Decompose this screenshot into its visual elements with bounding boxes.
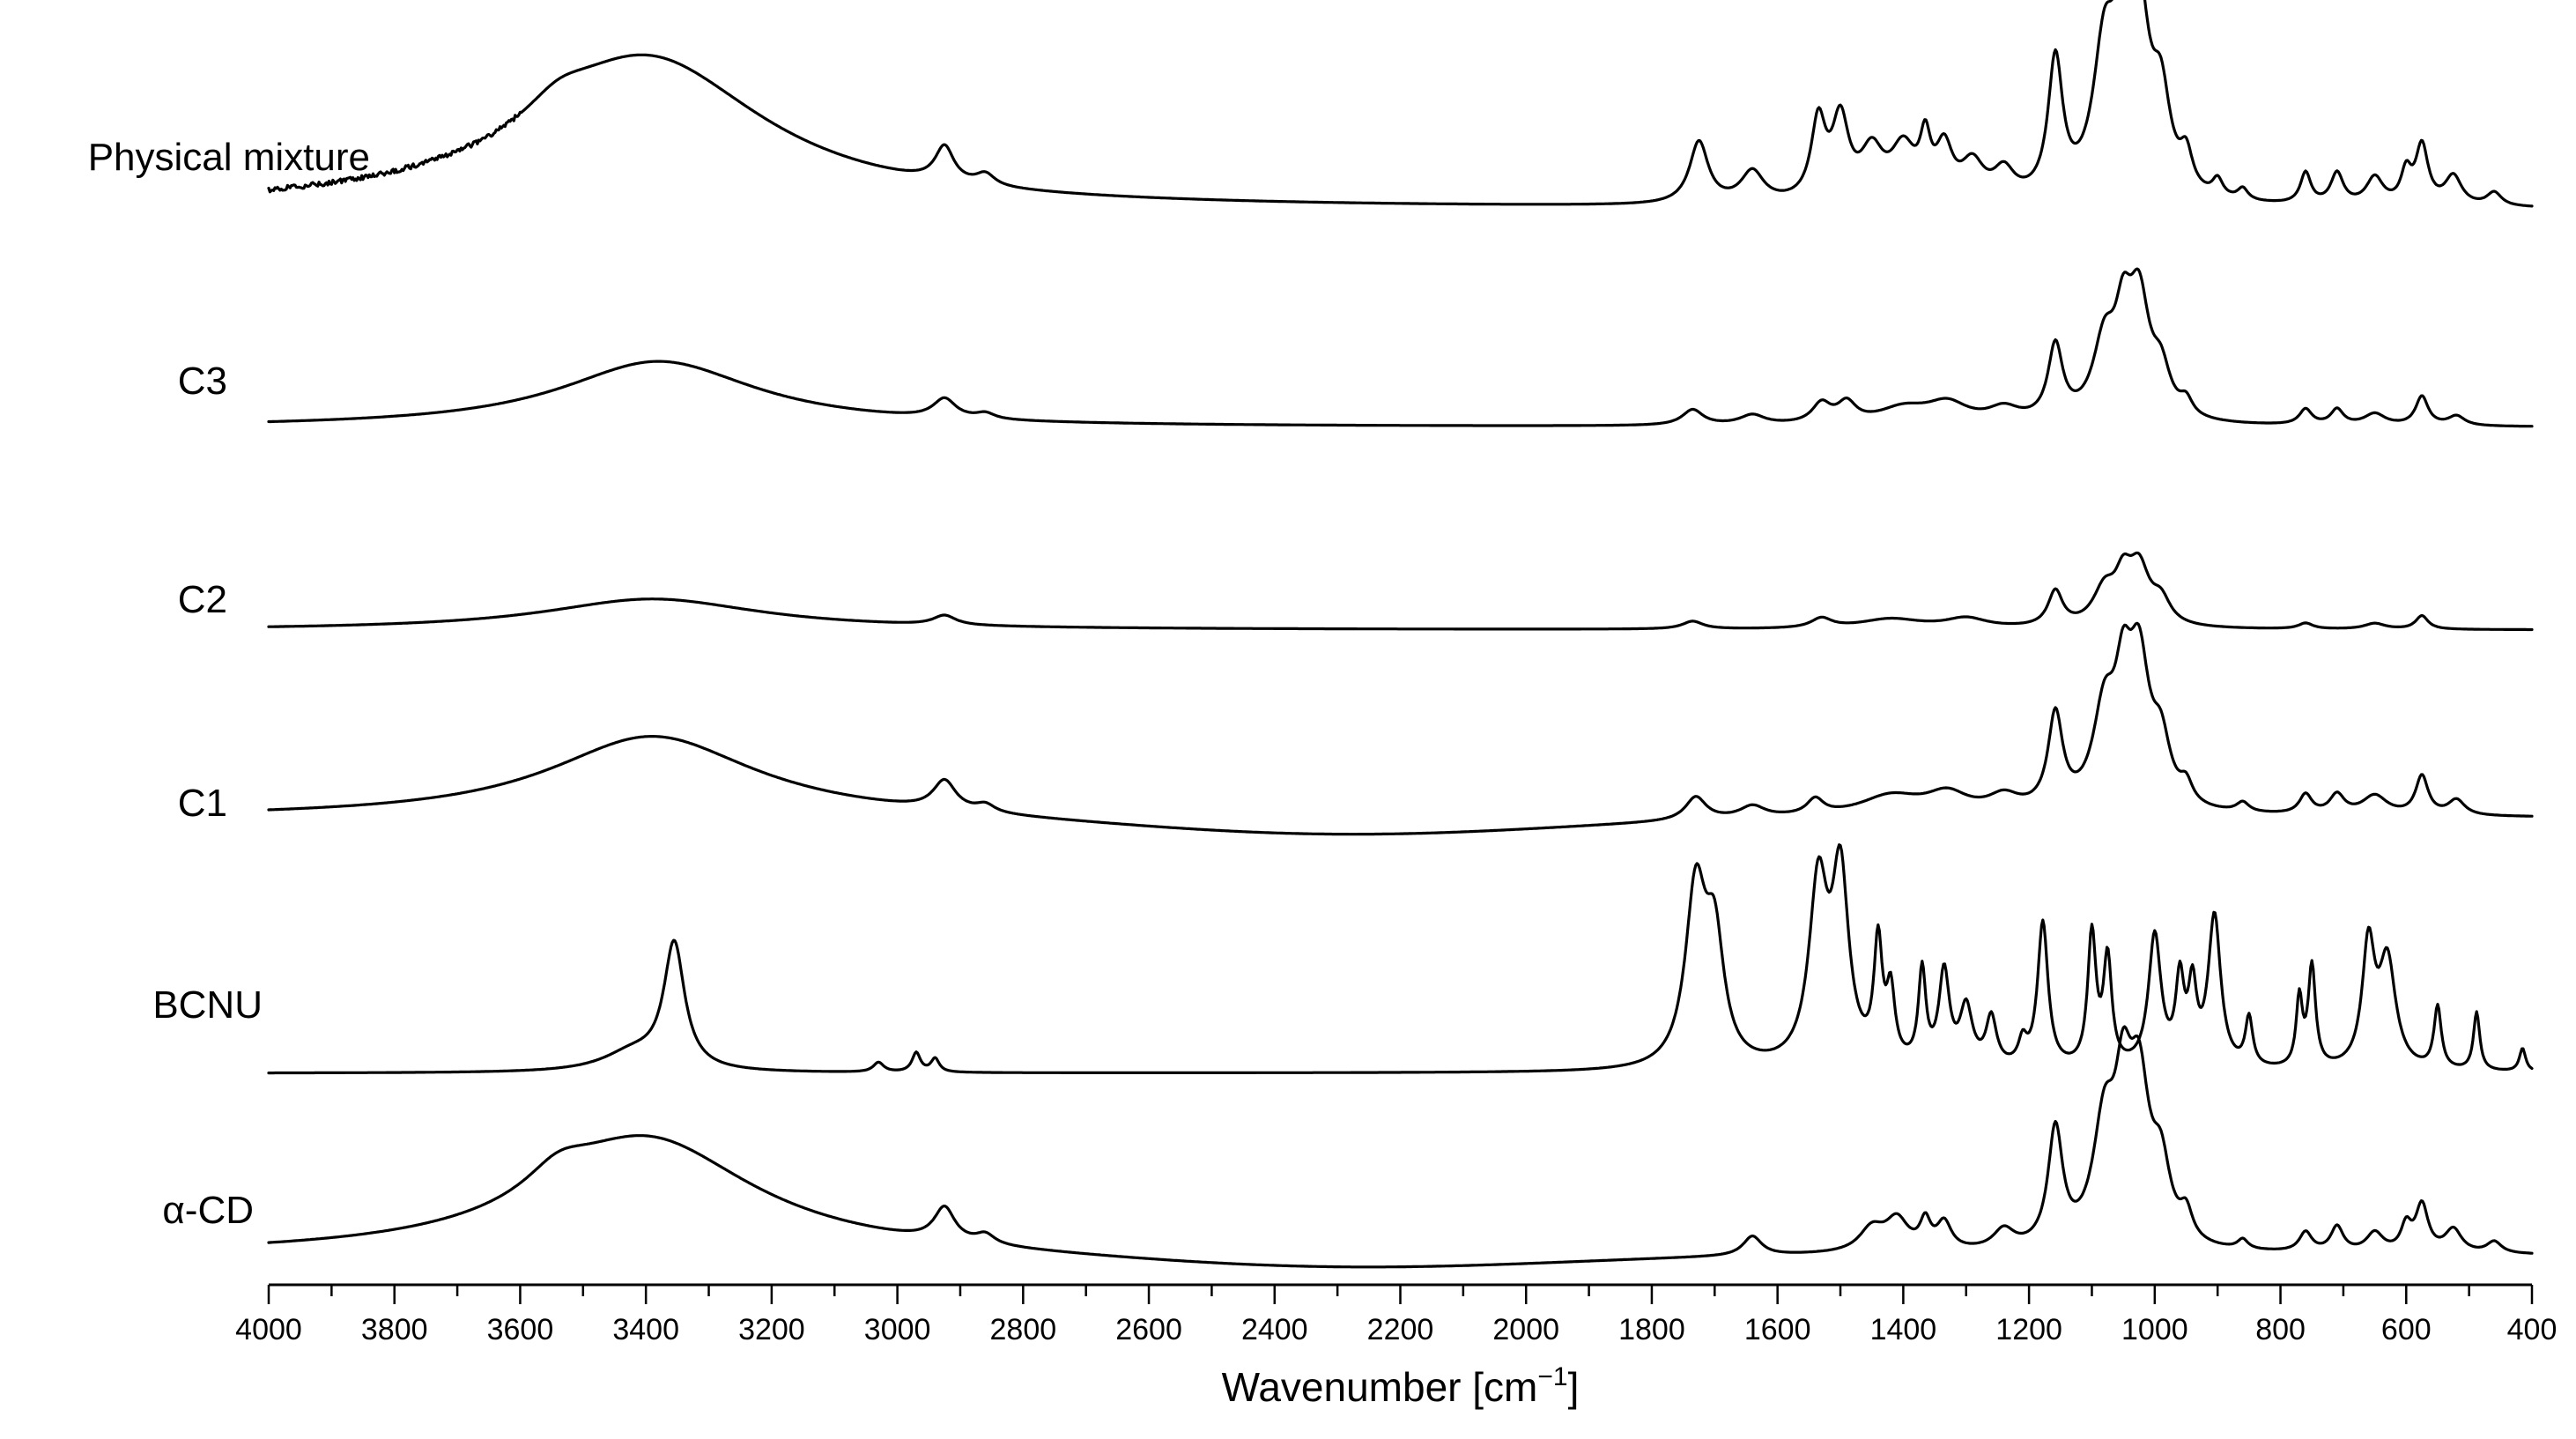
- series-line-5: [267, 843, 2534, 1075]
- x-tick-label: 1000: [2121, 1313, 2188, 1346]
- series-label-2: C3: [178, 360, 227, 403]
- x-tick-label: 3600: [487, 1313, 554, 1346]
- x-ticks: 4000 3800 3600 3400 3200 3000 2800 2600 2400 2200…: [235, 1285, 2557, 1346]
- x-axis-title-text: Wavenumber [cm: [1222, 1364, 1538, 1410]
- series-label-6: α-CD: [162, 1189, 254, 1232]
- series-line-2: [267, 267, 2534, 428]
- series-line-6: [267, 1025, 2534, 1269]
- x-tick-label: 2800: [990, 1313, 1057, 1346]
- series-labels: Physical mixture C3 C2 C1 BCNU α-CD: [88, 136, 370, 1232]
- series-line-1: [267, 0, 2534, 208]
- x-tick-label: 3400: [612, 1313, 679, 1346]
- x-tick-label: 3000: [864, 1313, 931, 1346]
- x-tick-label: 3800: [361, 1313, 428, 1346]
- x-tick-label: 2000: [1492, 1313, 1559, 1346]
- x-tick-label: 4000: [235, 1313, 302, 1346]
- x-tick-label: 800: [2255, 1313, 2306, 1346]
- x-tick-label: 1200: [1995, 1313, 2062, 1346]
- series-traces: [267, 0, 2534, 1269]
- series-line-3: [267, 551, 2534, 632]
- x-tick-label: 1400: [1870, 1313, 1937, 1346]
- series-label-5: BCNU: [152, 983, 263, 1027]
- x-axis-title-superscript: −1: [1537, 1362, 1567, 1391]
- x-tick-label: 400: [2507, 1313, 2557, 1346]
- x-tick-label: 2400: [1241, 1313, 1308, 1346]
- x-tick-label: 1800: [1618, 1313, 1685, 1346]
- x-axis-title: Wavenumber [cm−1]: [1222, 1362, 1580, 1410]
- series-label-4: C1: [178, 782, 227, 825]
- series-label-1: Physical mixture: [88, 136, 370, 179]
- x-tick-label: 2200: [1367, 1313, 1434, 1346]
- x-axis: 4000 3800 3600 3400 3200 3000 2800 2600 2400 2200…: [235, 1283, 2557, 1346]
- series-label-3: C2: [178, 578, 227, 621]
- x-axis-title-close: ]: [1568, 1364, 1580, 1410]
- series-line-4: [267, 621, 2534, 836]
- x-tick-label: 600: [2381, 1313, 2432, 1346]
- x-tick-label: 1600: [1744, 1313, 1811, 1346]
- x-tick-label: 2600: [1115, 1313, 1182, 1346]
- x-tick-label: 3200: [738, 1313, 805, 1346]
